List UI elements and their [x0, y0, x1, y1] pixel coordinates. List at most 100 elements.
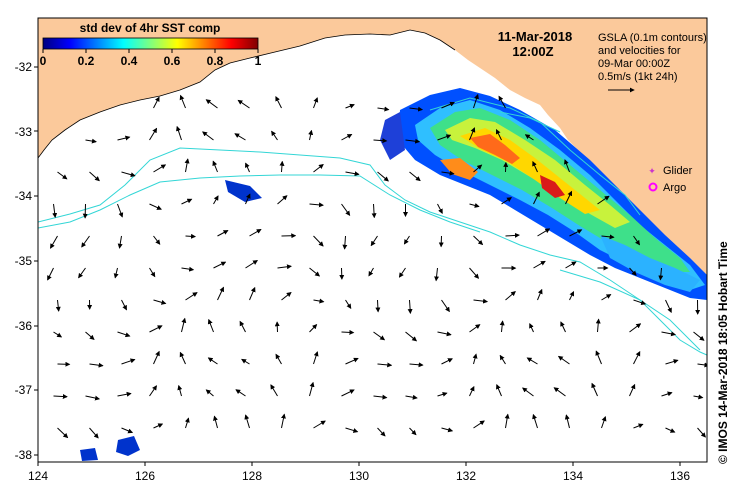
velocity-vector [405, 394, 418, 400]
velocity-vector [441, 427, 454, 433]
velocity-vector [117, 331, 131, 338]
platform-legend: ✦ Glider Argo [648, 165, 692, 194]
velocity-vector [595, 318, 601, 333]
velocity-vector [409, 427, 417, 436]
velocity-vector [437, 203, 443, 214]
velocity-vector [309, 381, 315, 397]
velocity-vector [495, 128, 502, 141]
velocity-vector [569, 290, 575, 301]
velocity-vector [532, 413, 538, 429]
velocity-vector [373, 331, 386, 341]
velocity-vector [153, 164, 167, 173]
velocity-vector [121, 171, 136, 178]
velocity-vector [405, 331, 418, 342]
velocity-vector [217, 230, 229, 237]
velocity-vector [176, 125, 182, 141]
velocity-vector [597, 195, 610, 205]
velocity-vector [309, 202, 324, 208]
velocity-vector [213, 415, 218, 429]
lat-tick-label: -38 [15, 448, 33, 462]
velocity-vector [205, 389, 214, 397]
velocity-vector [501, 197, 512, 205]
velocity-vector [275, 353, 282, 365]
velocity-vector [437, 134, 452, 141]
velocity-vector [375, 299, 381, 313]
map-time: 12:00Z [512, 44, 553, 59]
velocity-vector [524, 134, 534, 141]
velocity-vector [205, 99, 218, 109]
velocity-vector [665, 299, 672, 314]
velocity-vector [78, 267, 86, 279]
velocity-vector [213, 195, 219, 205]
velocity-vector [89, 362, 104, 368]
velocity-vector [504, 413, 510, 429]
velocity-vector [560, 321, 566, 333]
lon-tick-label: 134 [563, 469, 583, 483]
velocity-vector [52, 203, 58, 219]
velocity-vector [121, 358, 136, 365]
velocity-vector [407, 299, 413, 315]
velocity-vector [532, 160, 538, 173]
velocity-vector [245, 193, 251, 205]
glider-label: Glider [663, 165, 693, 177]
velocity-vector [117, 235, 123, 249]
velocity-vector [181, 266, 195, 272]
velocity-vector [207, 318, 214, 333]
gsla-line2: and velocities for [598, 45, 681, 57]
velocity-vector [496, 384, 502, 397]
velocity-vector [564, 159, 570, 173]
velocity-vector [403, 235, 410, 245]
colorbar-tick: 0 [40, 54, 47, 68]
velocity-vector [53, 393, 68, 399]
velocity-vector [235, 389, 246, 397]
velocity-vector [341, 329, 355, 335]
velocity-vector [279, 160, 285, 173]
velocity-vector [309, 267, 321, 277]
velocity-vector [665, 427, 676, 433]
velocity-vector [472, 353, 478, 365]
velocity-vector [149, 203, 162, 210]
colorbar-tick: 0.4 [121, 54, 138, 68]
velocity-vector [633, 350, 641, 365]
velocity-vector [398, 267, 406, 278]
lon-tick-label: 126 [135, 469, 155, 483]
velocity-vector [153, 96, 160, 109]
velocity-vector [661, 391, 673, 397]
velocity-vector [313, 235, 324, 247]
velocity-vector [473, 164, 483, 173]
velocity-vector [633, 423, 644, 429]
lat-axis: -32 -33 -34 -35 -36 -37 -38 [15, 60, 33, 462]
velocity-vector [409, 171, 421, 182]
velocity-vector [271, 130, 278, 141]
lat-tick-label: -34 [15, 189, 33, 203]
velocity-vector [281, 413, 286, 429]
velocity-vector [342, 235, 348, 250]
colorbar-tick: 0.8 [207, 54, 224, 68]
velocity-vector [313, 351, 319, 365]
velocity-vector [526, 357, 538, 365]
velocity-vector [533, 191, 540, 205]
velocity-vector [473, 298, 489, 304]
velocity-vector [149, 325, 163, 333]
velocity-vector [565, 190, 573, 205]
lon-axis: 124 126 128 130 132 134 136 [28, 469, 690, 483]
velocity-vector [473, 235, 484, 246]
velocity-vector [153, 350, 160, 365]
velocity-vector [569, 229, 583, 237]
velocity-vector [473, 420, 485, 429]
velocity-vector [537, 288, 543, 301]
velocity-vector [239, 320, 246, 333]
velocity-vector [179, 351, 186, 365]
velocity-vector [469, 127, 476, 141]
velocity-vector [633, 235, 640, 246]
velocity-vector [370, 235, 378, 247]
velocity-vector [499, 320, 505, 333]
glider-icon: ✦ [648, 166, 656, 176]
velocity-vector [469, 267, 480, 279]
velocity-vector [377, 171, 389, 182]
velocity-vector [185, 292, 198, 301]
velocity-vector [595, 350, 602, 365]
colorbar-tick: 0.6 [164, 54, 181, 68]
velocity-vector [469, 385, 475, 397]
velocity-vector [341, 133, 353, 141]
